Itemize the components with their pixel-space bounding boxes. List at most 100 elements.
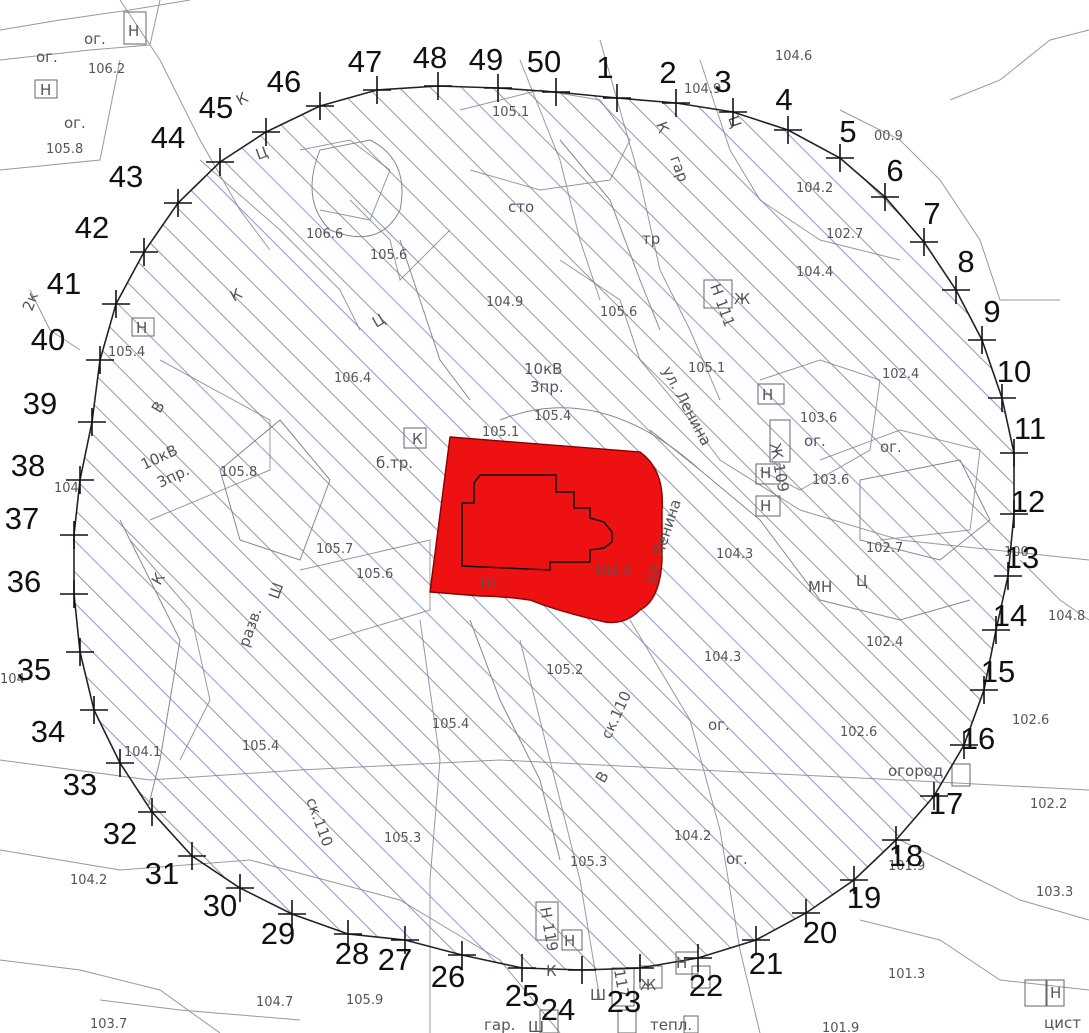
vertex-number: 15 [981,654,1015,689]
vertex-number: 7 [923,196,940,231]
vertex-number: 27 [378,942,412,977]
vertex-marker [102,290,130,318]
map-letter: МН [808,578,832,596]
vertex-marker [1000,500,1028,528]
vertex-marker [871,183,899,211]
vertex-marker [719,98,747,126]
map-letter: Ш [265,580,287,601]
garden-label: ог. [84,30,106,48]
vertex-marker [684,944,712,972]
vertex-number: 2 [659,55,676,90]
vertex-marker [306,92,334,120]
vertex-number: 46 [267,64,301,99]
vertex-number: 12 [1011,484,1045,519]
elevation-label: 105.4 [108,345,145,360]
vertex-marker [363,76,391,104]
vertex-marker [86,346,114,374]
vertex-marker [662,89,690,117]
elevation-label: 105.4 [534,409,571,424]
map-letter: Ц [856,572,868,590]
house-label: Н [136,319,147,337]
central-object [429,436,664,624]
vertex-marker [508,954,536,982]
map-letter: Ш [528,1018,544,1033]
garden-label: ог. [64,114,86,132]
vertex-marker [603,84,631,112]
vertex-number: 39 [23,386,57,421]
elevation-label: 102.7 [866,541,903,556]
map-letter: К [233,88,252,109]
elevation-label: 105.1 [492,105,529,120]
elevation-label: 101.3 [888,967,925,982]
vertex-number: 18 [889,838,923,873]
vertex-number: 37 [5,501,39,536]
garden-label: ог. [708,716,730,734]
elevation-label: 101.9 [888,859,925,874]
elevation-label: 104.1 [124,745,161,760]
house-label: Н [128,22,139,40]
vertex-marker [920,782,948,810]
vertex-marker [424,72,452,100]
garden-label: ог. [804,432,826,450]
vertex-markers [60,72,1028,984]
vertex-number: 38 [11,448,45,483]
map-letter: тр [642,230,660,248]
vertex-marker [164,189,192,217]
vertex-marker [448,941,476,969]
vertex-marker [994,562,1022,590]
elevation-label: 105.8 [46,142,83,157]
elevation-label: 101.9 [822,1021,859,1033]
house-label: Н [1050,984,1061,1002]
elevation-label: 105.9 [346,993,383,1008]
vertex-marker [138,798,166,826]
vertex-number: 3 [714,64,731,99]
elevation-label: 104 [0,672,25,687]
map-letter: гар. [484,1016,515,1033]
elevation-label: 104.3 [704,650,741,665]
elevation-label: 105.2 [546,663,583,678]
garden-label: ог. [726,850,748,868]
vertex-number: 10 [997,354,1031,389]
vertex-number: 26 [431,959,465,994]
vertex-number: 35 [17,652,51,687]
vertex-marker [66,638,94,666]
house-label: Н [40,81,51,99]
vertex-number: 29 [261,916,295,951]
vertex-number: 20 [803,915,837,950]
vertex-number: 8 [957,244,974,279]
vertex-marker [968,326,996,354]
vertex-number: 23 [607,984,641,1019]
vertex-number: 50 [527,44,561,79]
vertex-marker [66,466,94,494]
vertex-number: 49 [469,42,503,77]
vertex-number: 11 [1014,411,1046,446]
elevation-label: 105.3 [384,831,421,846]
elevation-label: 103.3 [1036,885,1073,900]
house-label: Н [762,386,773,404]
elevation-label: 102.2 [1030,797,1067,812]
vertex-marker [391,926,419,954]
vertex-marker [988,384,1016,412]
elevation-label: 104.4 [796,265,833,280]
map-letter: тепл. [650,1016,692,1033]
vertex-number: 33 [63,767,97,802]
map-letter: Ж [640,976,656,994]
vertex-marker [982,616,1010,644]
vertex-marker [60,580,88,608]
elevation-label: 104.3 [716,547,753,562]
elevation-label: 104.9 [684,82,721,97]
vertex-marker [178,842,206,870]
map-letter: б.тр. [376,454,413,472]
elevation-label: 102.6 [840,725,877,740]
elevation-label: 106.2 [88,62,125,77]
inner-lines [119,139,991,861]
vertex-number: 21 [749,946,783,981]
vertex-marker [970,676,998,704]
elevation-label: 105.6 [600,305,637,320]
vertex-number: 22 [689,968,723,1003]
map-letter: цист [1044,1014,1081,1032]
elevation-label: 104 [54,481,79,496]
vertex-marker [568,956,596,984]
elevation-label: 105.3 [570,855,607,870]
